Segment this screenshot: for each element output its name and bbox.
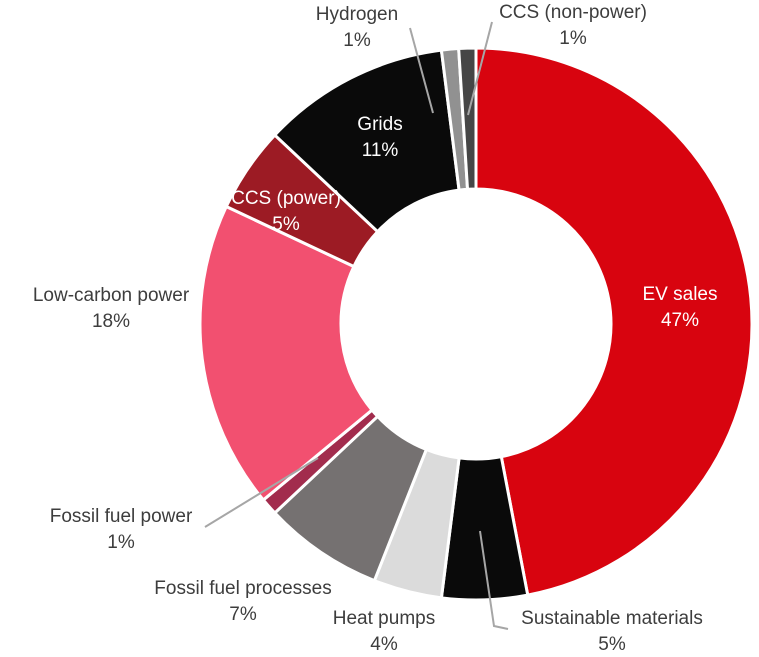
leader-line-hydrogen: [409, 27, 434, 114]
slice-name: Hydrogen: [315, 4, 399, 25]
leader-line-ccs-non-power: [467, 21, 493, 116]
slice-name: Low-carbon power: [32, 285, 190, 306]
slice-name: CCS (power): [231, 188, 341, 209]
slice-percent: 1%: [343, 30, 371, 51]
label-heat-pumps: Heat pumps 4%: [333, 606, 435, 657]
label-hydrogen: Hydrogen 1%: [316, 2, 398, 54]
slice-ccs-non-power: [457, 46, 478, 191]
slice-percent: 1%: [559, 28, 587, 49]
slice-name: CCS (non-power): [499, 2, 647, 23]
label-ccs-power: CCS (power) 5%: [231, 186, 341, 238]
slice-name: Fossil fuel processes: [154, 578, 332, 599]
slice-percent: 47%: [660, 310, 700, 331]
slice-name: Sustainable materials: [521, 608, 703, 629]
slice-ev-sales: [474, 46, 754, 597]
slice-percent: 5%: [272, 214, 300, 235]
leader-line-fossil-fuel-power: [204, 457, 319, 528]
slice-percent: 18%: [91, 311, 131, 332]
slice-name: Heat pumps: [332, 608, 436, 629]
slice-name: Grids: [357, 114, 403, 135]
slice-percent: 7%: [229, 604, 257, 625]
leader-line-sustainable-materials: [479, 530, 509, 630]
slice-percent: 1%: [107, 532, 135, 553]
slice-name: Fossil fuel power: [49, 506, 193, 527]
slice-percent: 11%: [361, 140, 399, 161]
slice-percent: 4%: [370, 634, 398, 655]
label-ccs-non-power: CCS (non-power) 1%: [499, 0, 647, 52]
leader-lines: [204, 21, 509, 630]
slice-low-carbon-power: [198, 204, 374, 502]
label-ev-sales: EV sales 47%: [643, 282, 718, 334]
label-low-carbon-power: Low-carbon power 18%: [33, 283, 189, 335]
label-fossil-fuel-power: Fossil fuel power 1%: [50, 504, 193, 556]
slice-percent: 5%: [598, 634, 626, 655]
slices: [198, 46, 754, 602]
label-fossil-fuel-processes: Fossil fuel processes 7%: [154, 576, 331, 628]
label-sustainable-materials: Sustainable materials 5%: [521, 606, 703, 657]
label-grids: Grids 11%: [357, 112, 402, 164]
slice-name: EV sales: [642, 284, 718, 305]
